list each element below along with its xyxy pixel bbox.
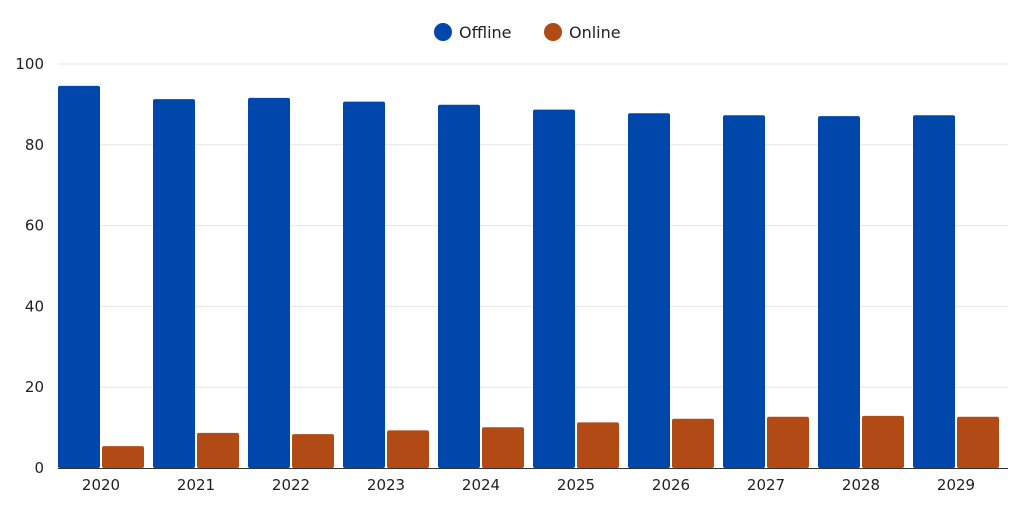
y-tick-label: 60 xyxy=(25,217,44,235)
y-tick-label: 100 xyxy=(15,55,44,73)
y-tick-label: 20 xyxy=(25,378,44,396)
bar-online-2028 xyxy=(862,415,904,468)
legend-swatch-online xyxy=(544,23,562,41)
x-axis: 2020 2021 2022 2023 2024 2025 2026 2027 2028 2029 xyxy=(58,468,1008,494)
x-tick-label: 2025 xyxy=(557,476,595,494)
x-tick-label: 2028 xyxy=(842,476,880,494)
bar-offline-2021 xyxy=(153,99,195,468)
legend-label-offline: Offline xyxy=(459,23,512,42)
x-tick-label: 2029 xyxy=(937,476,975,494)
bar-online-2027 xyxy=(767,416,809,468)
x-tick-label: 2024 xyxy=(462,476,500,494)
legend-swatch-offline xyxy=(434,23,452,41)
x-tick-label: 2026 xyxy=(652,476,690,494)
bar-offline-2025 xyxy=(533,109,575,468)
bar-online-2023 xyxy=(387,430,429,468)
bar-offline-2029 xyxy=(913,115,955,469)
y-axis: 0 20 40 60 80 100 xyxy=(15,55,44,477)
bar-online-2029 xyxy=(957,416,999,468)
x-tick-label: 2020 xyxy=(82,476,120,494)
bar-online-2020 xyxy=(102,446,144,468)
bar-online-2021 xyxy=(197,432,239,468)
x-tick-label: 2022 xyxy=(272,476,310,494)
y-tick-label: 80 xyxy=(25,136,44,154)
bar-offline-2028 xyxy=(818,116,860,468)
bar-offline-2023 xyxy=(343,101,385,469)
bar-online-2022 xyxy=(292,434,334,468)
y-tick-label: 0 xyxy=(34,459,44,477)
x-tick-label: 2027 xyxy=(747,476,785,494)
x-tick-label: 2021 xyxy=(177,476,215,494)
legend-label-online: Online xyxy=(569,23,621,42)
bar-offline-2024 xyxy=(438,104,480,468)
x-tick-label: 2023 xyxy=(367,476,405,494)
bars xyxy=(58,85,999,469)
bar-offline-2026 xyxy=(628,113,670,469)
bar-offline-2022 xyxy=(248,97,290,468)
bar-online-2026 xyxy=(672,418,714,468)
bar-offline-2027 xyxy=(723,115,765,469)
bar-online-2025 xyxy=(577,422,619,468)
bar-online-2024 xyxy=(482,427,524,468)
y-tick-label: 40 xyxy=(25,297,44,315)
bar-offline-2020 xyxy=(58,85,100,468)
legend: Offline Online xyxy=(434,23,621,42)
